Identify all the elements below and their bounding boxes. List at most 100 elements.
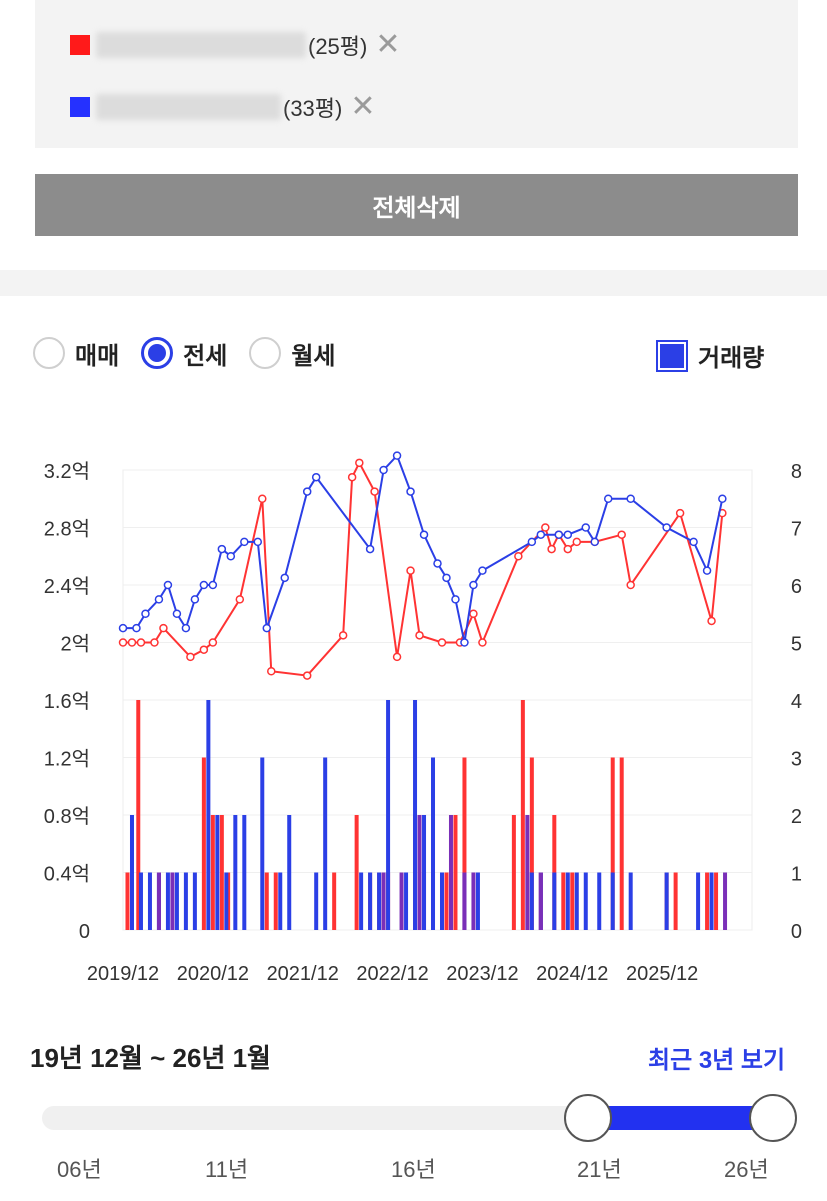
volume-bar-overlap — [462, 872, 467, 930]
price-point-blue — [302, 487, 312, 496]
volume-bar-red — [273, 872, 278, 930]
volume-bar-blue — [183, 872, 188, 930]
price-point-red — [235, 595, 245, 604]
y-right-tick-label: 0 — [791, 921, 802, 943]
checkbox-check — [660, 343, 684, 368]
y-left-tick-label: 1.2억 — [44, 748, 90, 771]
price-point-blue — [154, 595, 164, 604]
radio-circle-selected — [141, 337, 174, 369]
price-point-blue — [702, 566, 712, 575]
y-right-tick-label: 6 — [791, 576, 802, 598]
section-divider — [0, 270, 827, 296]
compare-item-2: (33평) ✕ — [70, 92, 376, 122]
price-point-blue — [460, 638, 469, 647]
x-tick-label: 2023/12 — [446, 963, 518, 985]
price-point-blue — [118, 623, 128, 633]
volume-bar-red — [354, 815, 359, 930]
volume-bar-blue — [386, 700, 391, 930]
volume-bar-blue — [368, 872, 373, 930]
price-point-blue — [262, 623, 272, 633]
volume-bar-blue — [709, 872, 714, 930]
compare-item-1: (25평) ✕ — [70, 30, 401, 60]
price-point-red — [469, 609, 478, 618]
price-point-blue — [718, 494, 727, 503]
volume-bar-blue — [552, 872, 557, 930]
volume-label: 거래량 — [698, 345, 765, 372]
radio-circle — [249, 337, 282, 369]
volume-bar-blue — [439, 872, 444, 930]
price-point-red — [563, 544, 573, 554]
y-left-tick-label: 0.4억 — [44, 863, 90, 886]
volume-bar-red — [520, 700, 525, 930]
close-icon[interactable]: ✕ — [375, 28, 401, 61]
price-point-red — [302, 671, 312, 680]
slider-tick: 26년 — [724, 1157, 769, 1182]
volume-bar-red — [673, 872, 678, 930]
price-point-red — [150, 638, 159, 647]
volume-bar-overlap — [417, 815, 422, 930]
price-point-blue — [478, 566, 487, 575]
volume-bar-blue — [138, 872, 143, 930]
price-point-red — [136, 638, 146, 647]
price-point-blue — [689, 537, 698, 547]
y-left-tick-label: 2.8억 — [44, 518, 90, 541]
recent-3y-link[interactable]: 최근 3년 보기 — [648, 1047, 786, 1074]
volume-bar-blue — [696, 872, 701, 930]
volume-bar-red — [619, 757, 624, 930]
volume-bar-overlap — [471, 872, 476, 930]
y-right-tick-label: 4 — [791, 691, 802, 713]
price-point-blue — [419, 530, 429, 539]
volume-bar-blue — [323, 757, 328, 930]
volume-bar-red — [264, 872, 269, 930]
y-right-tick-label: 7 — [791, 519, 802, 541]
price-point-blue — [451, 595, 460, 604]
price-point-red — [626, 580, 635, 590]
price-point-blue — [163, 580, 173, 590]
y-left-tick-label: 3.2억 — [44, 460, 90, 483]
price-point-blue — [581, 523, 591, 532]
volume-bar-blue — [278, 872, 283, 930]
delete-all-button[interactable]: 전체삭제 — [35, 174, 798, 236]
range-slider-end-handle[interactable] — [749, 1094, 797, 1142]
price-point-red — [118, 638, 128, 647]
x-tick-label: 2019/12 — [87, 963, 159, 985]
price-point-blue — [181, 623, 191, 633]
y-right-tick-label: 8 — [791, 461, 802, 483]
price-point-red — [186, 652, 195, 662]
volume-bar-blue — [565, 872, 570, 930]
volume-checkbox[interactable]: 거래량 — [656, 338, 764, 373]
volume-bar-blue — [422, 815, 427, 930]
compare-item-size: (25평) — [308, 34, 368, 59]
volume-bar-blue — [224, 872, 229, 930]
volume-bar-overlap — [399, 872, 404, 930]
price-point-blue — [603, 494, 613, 503]
slider-tick: 06년 — [57, 1157, 102, 1182]
price-point-blue — [626, 494, 635, 503]
range-slider-start-handle[interactable] — [564, 1094, 612, 1142]
radio-jeonse[interactable]: 전세 — [141, 336, 227, 371]
close-icon[interactable]: ✕ — [350, 90, 376, 123]
volume-bar-blue — [287, 815, 292, 930]
trade-type-radios: 매매 전세 월세 — [33, 333, 358, 373]
blurred-name — [96, 94, 281, 120]
price-point-blue — [392, 451, 402, 460]
price-point-red — [199, 645, 209, 654]
volume-bar-blue — [404, 872, 409, 930]
volume-bar-red — [201, 757, 206, 930]
volume-bar-blue — [529, 872, 534, 930]
volume-bar-overlap — [170, 872, 175, 930]
price-point-blue — [311, 472, 321, 482]
volume-bar-overlap — [525, 815, 530, 930]
volume-bar-blue — [597, 872, 602, 930]
price-point-red — [159, 623, 168, 633]
price-point-blue — [469, 580, 478, 590]
radio-monthly[interactable]: 월세 — [249, 336, 336, 371]
radio-sale[interactable]: 매매 — [33, 336, 119, 371]
x-tick-label: 2024/12 — [536, 963, 608, 985]
radio-label: 월세 — [291, 342, 336, 370]
volume-bar-blue — [431, 757, 436, 930]
volume-bar-overlap — [723, 872, 728, 930]
volume-bar-blue — [147, 872, 152, 930]
price-point-blue — [563, 530, 573, 539]
price-point-blue — [536, 530, 546, 539]
